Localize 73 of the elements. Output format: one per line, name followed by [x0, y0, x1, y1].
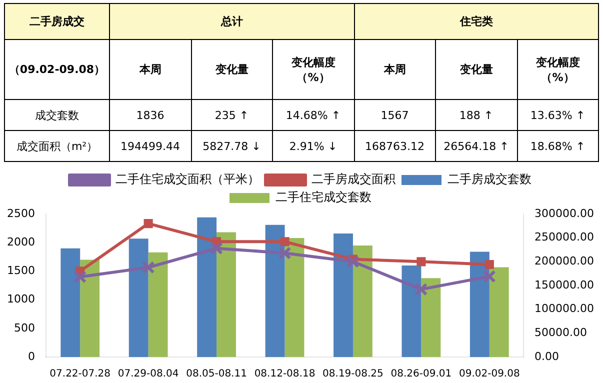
- bar: [421, 278, 441, 357]
- legend-label: 二手住宅成交套数: [276, 190, 372, 204]
- x-tick-label: 09.02-09.08: [458, 368, 520, 380]
- text: 变化量: [436, 40, 517, 100]
- text: 194499.44: [110, 130, 191, 162]
- y-tick-label: 500: [14, 321, 35, 334]
- bar: [197, 217, 217, 357]
- text: 变化幅度（%）: [272, 40, 354, 100]
- y2-tick-label: 100000.00: [534, 302, 594, 316]
- text: 1836: [110, 100, 191, 130]
- point: [210, 242, 223, 255]
- text: 变化量: [191, 40, 272, 100]
- text: 235 ↑: [191, 100, 272, 130]
- bar: [284, 238, 304, 357]
- y2-tick-label: 200000.00: [534, 254, 594, 268]
- text: 14.68% ↑: [272, 100, 354, 130]
- point: [74, 270, 87, 284]
- bar: [148, 252, 168, 357]
- legend-label: 二手房成交面积: [312, 172, 396, 186]
- bar: [334, 233, 353, 357]
- text: 本周: [354, 40, 436, 100]
- y2-tick-label: 250000.00: [534, 230, 594, 244]
- text: 成交套数: [4, 100, 110, 130]
- text: 188 ↑: [436, 100, 517, 130]
- text: 成交面积（m²）: [4, 130, 110, 162]
- point: [280, 237, 290, 246]
- text: 168763.12: [354, 130, 436, 162]
- legend-label: 二手住宅成交面积（平米）: [116, 172, 260, 186]
- point: [414, 282, 428, 296]
- bar: [60, 248, 80, 357]
- text: 18.68% ↑: [517, 130, 598, 162]
- point: [346, 255, 360, 268]
- text: 13.63% ↑: [517, 100, 598, 130]
- text: 本周: [110, 40, 191, 100]
- point: [482, 270, 496, 283]
- y2-tick-label: 50000.00: [534, 326, 588, 340]
- bar: [128, 238, 148, 357]
- point: [142, 260, 155, 274]
- bar: [216, 232, 236, 357]
- point: [144, 219, 153, 228]
- y-tick-label: 2500: [6, 206, 35, 220]
- x-tick-label: 08.12-08.18: [254, 368, 316, 380]
- y2-tick-label: 0.00: [534, 350, 560, 363]
- x-tick-label: 08.19-08.25: [322, 368, 384, 380]
- x-tick-label: 08.26-09.01: [390, 368, 452, 380]
- y2-tick-label: 150000.00: [534, 278, 594, 292]
- bar: [489, 267, 509, 357]
- bar: [402, 265, 422, 357]
- x-tick-label: 07.22-07.28: [50, 368, 111, 380]
- bar: [470, 252, 490, 357]
- x-tick-label: 08.05-08.11: [186, 368, 247, 380]
- legend-label: 二手房成交套数: [448, 172, 532, 186]
- bar: [265, 224, 285, 357]
- text: 5827.78 ↓: [191, 130, 272, 162]
- bar: [352, 245, 372, 357]
- text: （09.02-09.08）: [4, 40, 110, 100]
- text: 1567: [354, 100, 436, 130]
- text: 总计: [110, 4, 354, 40]
- point: [278, 246, 292, 260]
- y-tick-label: 2000: [6, 235, 35, 248]
- text: 26564.18 ↑: [436, 130, 517, 162]
- text: 变化幅度（%）: [517, 40, 598, 100]
- y-tick-label: 0: [28, 350, 35, 363]
- point: [416, 257, 426, 266]
- bar: [80, 260, 100, 357]
- y-tick-label: 1000: [6, 292, 35, 306]
- text: 二手房成交: [4, 4, 110, 40]
- text: 2.91% ↓: [272, 130, 354, 162]
- y-tick-label: 1500: [6, 264, 35, 278]
- y2-tick-label: 300000.00: [534, 206, 594, 220]
- text: 住宅类: [354, 4, 598, 40]
- x-tick-label: 07.29-08.04: [118, 368, 179, 380]
- point: [484, 260, 494, 270]
